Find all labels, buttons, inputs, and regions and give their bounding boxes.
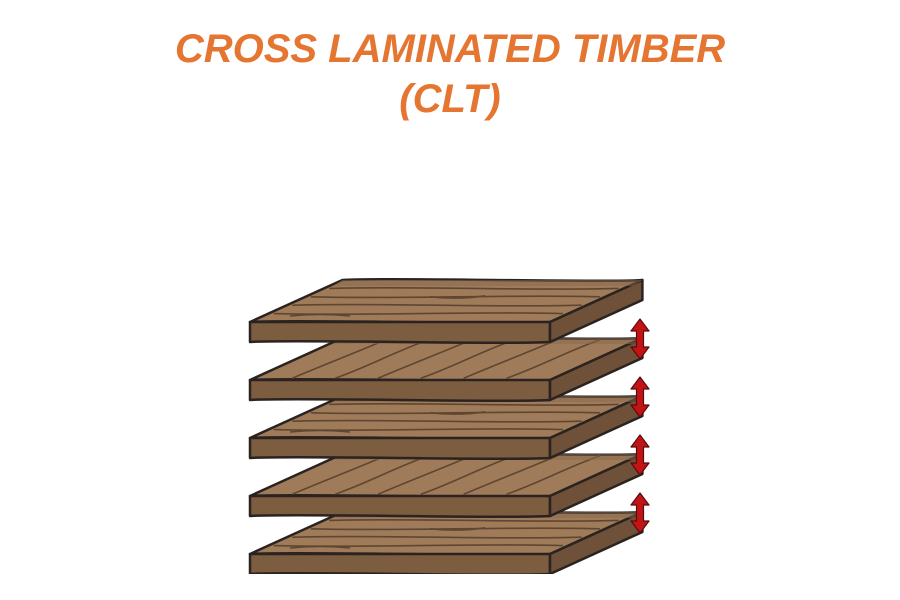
- title-line-1: CROSS LAMINATED TIMBER: [0, 24, 900, 74]
- board-top-shade: [332, 280, 642, 286]
- page-title: CROSS LAMINATED TIMBER (CLT): [0, 0, 900, 124]
- clt-layer-0: [250, 279, 642, 343]
- clt-layer-4: [250, 511, 642, 574]
- board-front: [250, 438, 550, 459]
- clt-layer-1: [250, 337, 642, 401]
- clt-layer-3: [250, 453, 642, 517]
- board-front: [250, 380, 550, 401]
- clt-diagram: [0, 124, 900, 574]
- board-front: [250, 322, 550, 343]
- title-line-2: (CLT): [0, 74, 900, 124]
- board-front: [250, 496, 550, 517]
- clt-layer-2: [250, 395, 642, 459]
- clt-svg: [0, 124, 900, 574]
- board-front: [250, 554, 550, 574]
